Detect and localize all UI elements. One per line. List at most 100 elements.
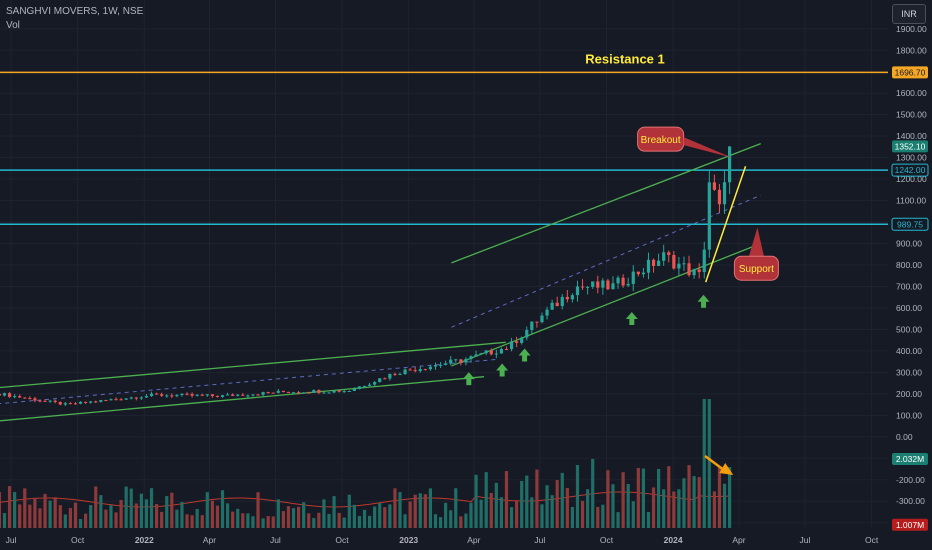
volume-bar	[580, 500, 585, 528]
candle-body	[717, 189, 722, 205]
currency-button[interactable]: INR	[892, 4, 926, 24]
volume-bar	[129, 488, 133, 528]
candle-body	[697, 269, 701, 273]
volume-bar	[459, 516, 463, 528]
candle-body	[109, 399, 113, 401]
time-tick-label: Jul	[800, 535, 811, 545]
candle-body	[94, 401, 98, 403]
volume-bar	[722, 483, 727, 528]
candle-body	[444, 363, 448, 365]
volume-bar	[555, 480, 559, 528]
price-tick-label: 100.00	[896, 410, 922, 420]
candle-body	[601, 280, 605, 288]
volume-bar	[18, 504, 22, 528]
candle-body	[449, 359, 453, 364]
time-tick-label: 2022	[135, 535, 154, 545]
up-arrow-icon	[697, 294, 710, 308]
volume-bar	[550, 495, 554, 528]
candle-body	[210, 394, 214, 397]
volume-bar	[596, 506, 600, 528]
candle-body	[515, 341, 519, 343]
candle-body	[657, 260, 661, 266]
candle-body	[332, 390, 336, 393]
volume-bar	[0, 491, 2, 528]
volume-bar	[28, 504, 32, 528]
candle-body	[525, 329, 529, 338]
volume-bar	[276, 499, 280, 528]
volume-bar	[160, 511, 164, 528]
volume-bar	[291, 508, 296, 528]
candle-body	[2, 393, 7, 396]
candle-body	[428, 366, 433, 370]
candle-body	[692, 269, 696, 276]
volume-bar	[449, 510, 453, 528]
candle-body	[307, 392, 311, 394]
volume-bar	[220, 490, 225, 528]
candle-body	[545, 309, 549, 316]
volume-bar	[403, 514, 407, 528]
price-axis[interactable]: -300.00-200.00-100.000.00100.00200.00300…	[888, 0, 932, 550]
volume-bar	[236, 508, 240, 528]
candle-body	[220, 395, 225, 397]
candle-body	[144, 396, 149, 398]
candle-body	[200, 394, 204, 396]
candle-body	[438, 364, 443, 366]
lower-channel-bottom-line	[0, 376, 485, 422]
candle-body	[702, 249, 706, 273]
volume-bar	[119, 499, 123, 528]
volume-bar	[256, 492, 260, 528]
candle-body	[236, 394, 240, 396]
volume-bar	[215, 505, 220, 528]
volume-bar	[286, 506, 291, 528]
candle-body	[170, 395, 174, 397]
price-tag-label: 989.75	[897, 219, 923, 229]
candle-body	[271, 392, 275, 394]
volume-bar	[444, 502, 448, 528]
volume-bar	[124, 486, 128, 528]
candle-body	[251, 394, 255, 396]
candle-body	[383, 378, 387, 380]
volume-bar	[515, 500, 519, 528]
candle-body	[489, 350, 493, 355]
callouts: Resistance 1 Breakout Support	[585, 51, 779, 281]
candle-body	[459, 359, 463, 363]
support-label: Support	[739, 264, 774, 275]
volume-bar	[155, 504, 159, 528]
time-axis[interactable]: Jul Oct 2022 Apr Jul Oct 2023 Apr Jul Oct 2024 Apr J…	[0, 530, 932, 550]
chart-grid	[0, 0, 888, 528]
horizontal-levels	[0, 71, 888, 226]
candle-body	[312, 390, 316, 393]
volume-bar	[302, 502, 306, 528]
candle-body	[616, 277, 620, 284]
volume-bar	[616, 512, 620, 528]
volume-bar	[373, 506, 377, 528]
time-tick-label: Jul	[270, 535, 281, 545]
volume-bar	[337, 512, 341, 528]
time-tick-label: Jul	[534, 535, 545, 545]
candle-body	[73, 403, 78, 405]
price-tick-label: 700.00	[896, 281, 922, 291]
candle-body	[393, 373, 397, 375]
candle-body	[646, 259, 651, 273]
annotation-markers	[462, 294, 734, 476]
price-tag-label: 1.007M	[896, 520, 924, 530]
candle-body	[454, 359, 458, 361]
candle-body	[631, 271, 635, 284]
candle-body	[175, 395, 179, 397]
price-tick-label: 1200.00	[896, 174, 927, 184]
candle-body	[621, 277, 625, 286]
price-tag-box	[892, 518, 928, 531]
volume-bar	[241, 513, 245, 528]
price-tag-box	[892, 453, 928, 466]
volume-bar	[271, 516, 275, 528]
volume-bar	[362, 509, 367, 528]
candle-body	[596, 281, 600, 288]
volume-bar	[474, 474, 478, 528]
candle-body	[302, 392, 306, 394]
volume-bar	[525, 475, 529, 528]
up-arrow-icon	[462, 372, 475, 386]
candle-body	[261, 392, 265, 395]
price-tick-label: 500.00	[896, 324, 922, 334]
candle-body	[530, 321, 534, 330]
